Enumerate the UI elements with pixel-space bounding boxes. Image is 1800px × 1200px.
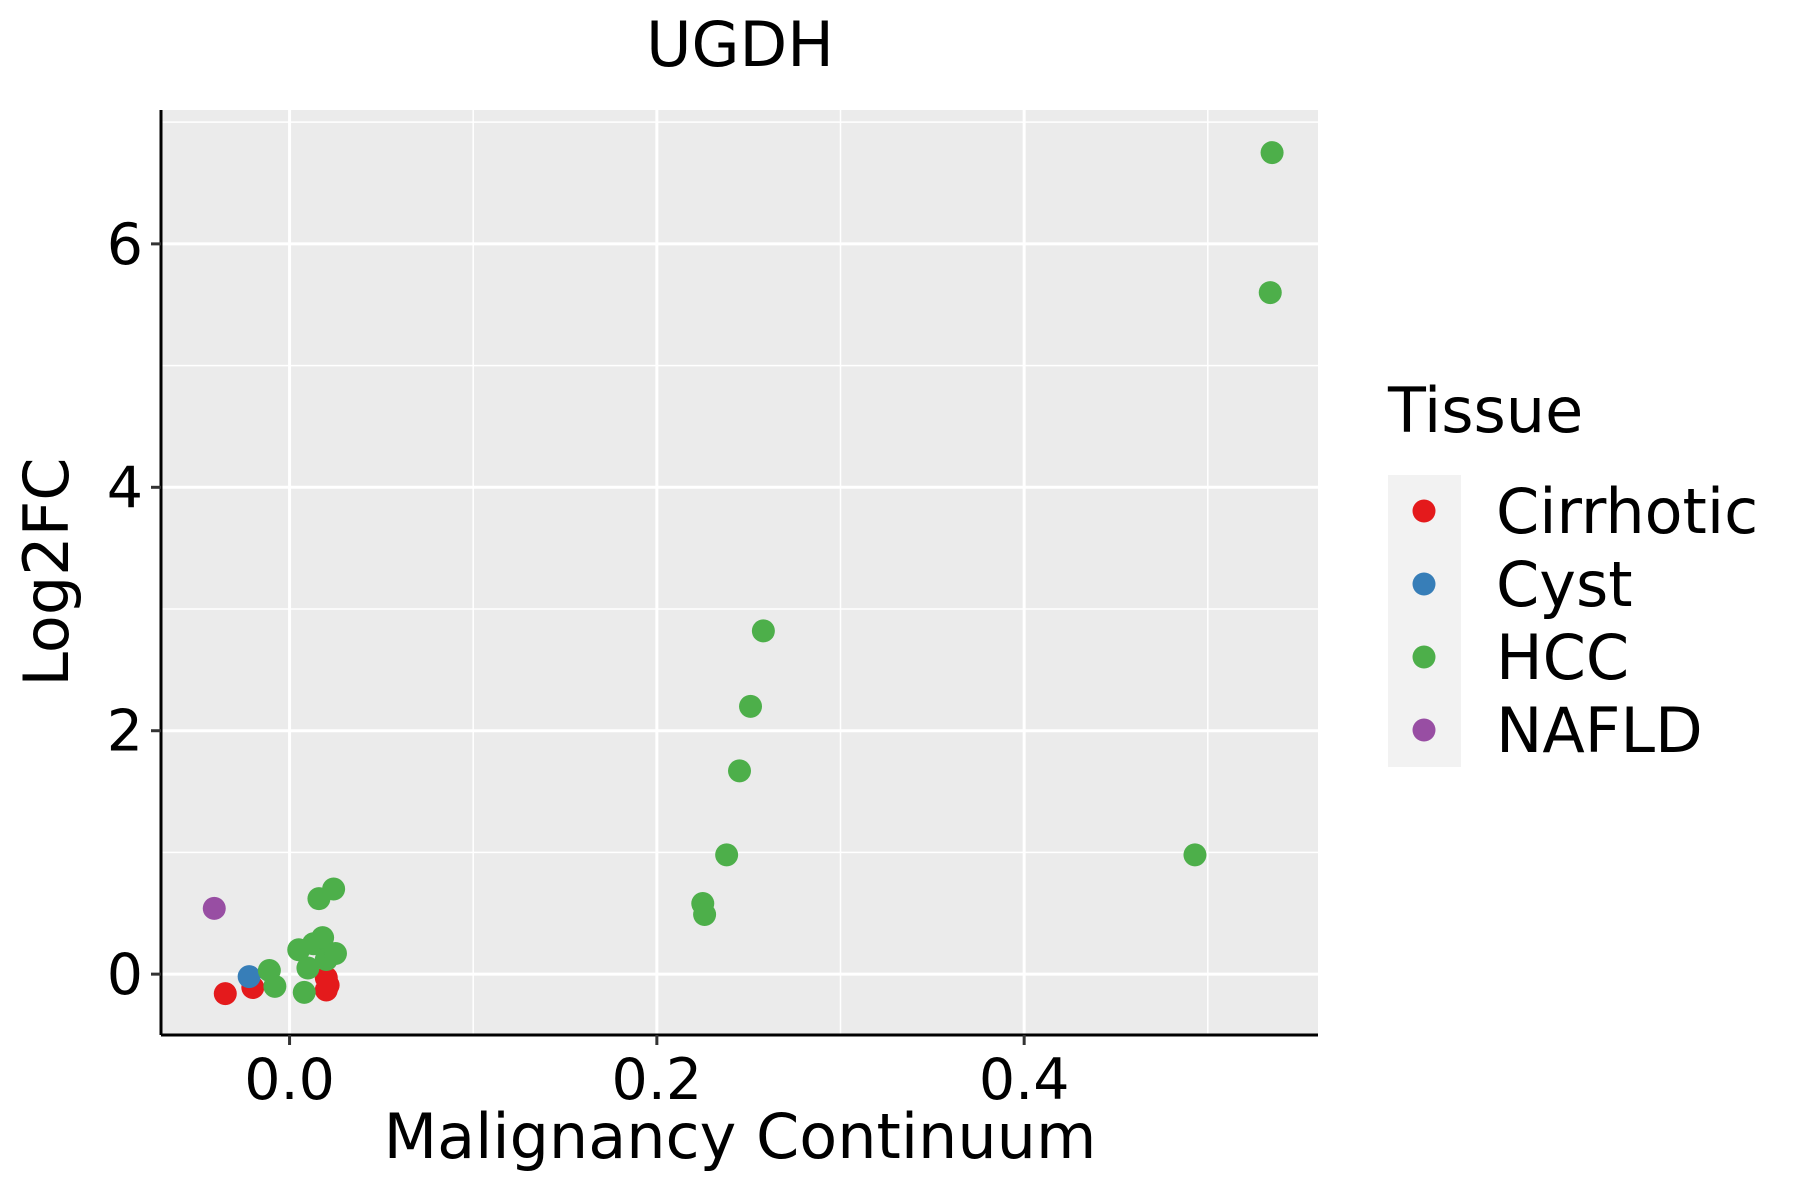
point-hcc — [728, 759, 751, 783]
data-points — [202, 141, 1284, 1006]
x-axis-ticks: 0.0 0.2 0.4 — [244, 1035, 1069, 1113]
point-hcc — [292, 980, 316, 1004]
x-tick-label: 0.0 — [244, 1047, 335, 1113]
x-tick-label: 0.4 — [979, 1047, 1070, 1113]
chart-title: UGDH — [646, 8, 834, 81]
y-tick-label: 6 — [107, 212, 143, 278]
point-hcc — [311, 926, 335, 950]
point-cirrhotic — [316, 973, 340, 997]
minor-gridlines — [161, 110, 1318, 1035]
point-cyst — [237, 965, 261, 989]
legend-title: Tissue — [1387, 374, 1583, 447]
major-gridlines — [161, 110, 1318, 1035]
point-hcc — [715, 843, 739, 867]
legend-key-nafld — [1412, 718, 1436, 742]
y-tick-label: 2 — [107, 699, 143, 765]
point-hcc — [322, 877, 346, 901]
legend-label-cirrhotic: Cirrhotic — [1496, 475, 1758, 548]
point-nafld — [202, 896, 226, 920]
point-hcc — [1258, 281, 1282, 305]
y-axis-title: Log2FC — [10, 457, 83, 686]
legend-key-cirrhotic — [1412, 499, 1436, 523]
legend-key-background — [1388, 475, 1461, 767]
legend-label-nafld: NAFLD — [1496, 694, 1703, 767]
point-cirrhotic — [213, 982, 237, 1006]
y-tick-label: 0 — [107, 942, 143, 1008]
legend-label-cyst: Cyst — [1496, 548, 1633, 621]
point-hcc — [1260, 141, 1284, 165]
y-tick-label: 4 — [107, 455, 143, 521]
point-hcc — [296, 956, 320, 980]
legend-key-hcc — [1412, 645, 1436, 669]
x-tick-label: 0.2 — [612, 1047, 703, 1113]
x-axis-title: Malignancy Continuum — [384, 1100, 1097, 1173]
legend-label-hcc: HCC — [1496, 621, 1629, 694]
point-hcc — [263, 974, 287, 998]
point-hcc — [1183, 843, 1207, 867]
point-hcc — [323, 941, 347, 965]
legend-key-cyst — [1412, 572, 1436, 596]
point-hcc — [751, 619, 775, 643]
point-hcc — [739, 694, 763, 718]
plot-panel — [161, 110, 1318, 1035]
y-axis-ticks: 0 2 4 6 — [107, 212, 161, 1008]
point-hcc — [693, 903, 717, 927]
